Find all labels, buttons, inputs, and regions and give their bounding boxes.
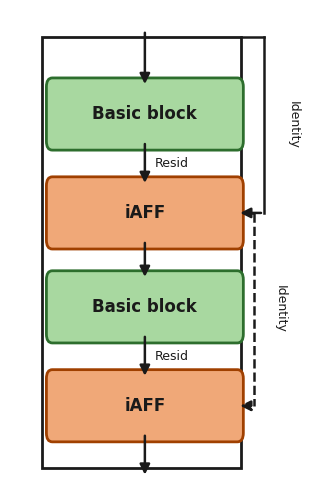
Text: Identity: Identity bbox=[287, 101, 300, 149]
Text: iAFF: iAFF bbox=[124, 397, 166, 415]
FancyBboxPatch shape bbox=[46, 271, 243, 343]
Text: Resid: Resid bbox=[155, 157, 189, 170]
Text: Resid: Resid bbox=[155, 350, 189, 363]
FancyBboxPatch shape bbox=[46, 370, 243, 442]
Text: iAFF: iAFF bbox=[124, 204, 166, 222]
Text: Identity: Identity bbox=[274, 286, 287, 334]
FancyBboxPatch shape bbox=[46, 177, 243, 249]
FancyBboxPatch shape bbox=[46, 78, 243, 150]
Text: Basic block: Basic block bbox=[92, 298, 197, 316]
Text: Basic block: Basic block bbox=[92, 105, 197, 123]
